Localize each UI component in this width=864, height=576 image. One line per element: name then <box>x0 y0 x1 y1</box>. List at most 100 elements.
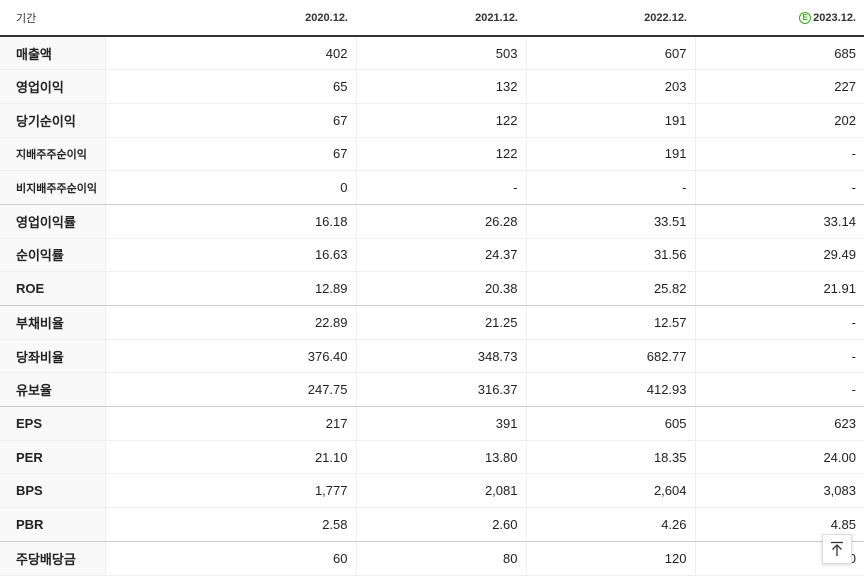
table-cell: - <box>525 170 695 205</box>
table-row: 당좌비율 376.40 348.73 682.77- <box>0 339 864 374</box>
table-header-row: 기간 2020.12. 2021.12. 2022.12. E 2023.12. <box>0 0 864 37</box>
table-cell: 21.91 <box>694 271 864 306</box>
table-cell: 80 <box>355 541 526 576</box>
period-header: 2021.12. <box>356 0 526 37</box>
table-row: 비지배주주순이익 0- - - <box>0 170 864 205</box>
period-header: 2022.12. <box>526 0 695 37</box>
table-row: PBR 2.58 2.60 4.26 4.85 <box>0 507 864 542</box>
row-label: BPS <box>0 473 105 509</box>
table-cell: 217 <box>104 406 356 441</box>
table-cell: 18.35 <box>525 440 695 475</box>
table-cell: 12.57 <box>525 305 695 340</box>
row-label: 주당배당금 <box>0 541 105 576</box>
row-label: 유보율 <box>0 372 105 408</box>
row-label: 순이익률 <box>0 238 105 273</box>
table-cell: 191 <box>525 137 695 172</box>
table-cell: 2,081 <box>355 473 526 509</box>
table-cell: 227 <box>694 69 864 104</box>
row-label: 부채비율 <box>0 305 105 340</box>
period-header-estimate: E 2023.12. <box>695 0 864 37</box>
table-cell: 247.75 <box>104 372 356 408</box>
period-header: 2020.12. <box>105 0 356 37</box>
table-cell: 203 <box>525 69 695 104</box>
table-cell: 29.49 <box>694 238 864 273</box>
table-cell: 132 <box>355 69 526 104</box>
row-label: 매출액 <box>0 36 105 71</box>
period-header-text: 2023.12. <box>813 11 856 24</box>
table-cell: - <box>694 137 864 172</box>
table-row: 부채비율 22.89 21.25 12.57- <box>0 305 864 340</box>
table-row: EPS 217 391 605 623 <box>0 406 864 441</box>
table-cell: 20.38 <box>355 271 526 306</box>
scroll-to-top-button[interactable] <box>822 534 852 564</box>
table-cell: 391 <box>355 406 526 441</box>
table-cell: 60 <box>104 541 356 576</box>
table-cell: 316.37 <box>355 372 526 408</box>
row-label: PER <box>0 440 105 475</box>
table-cell: 67 <box>104 137 356 172</box>
table-cell: 2.58 <box>104 507 356 542</box>
table-cell: 402 <box>104 36 356 71</box>
table-row: ROE 12.89 20.38 25.82 21.91 <box>0 271 864 306</box>
table-cell: 412.93 <box>525 372 695 408</box>
table-cell: 1,777 <box>104 473 356 509</box>
table-cell: 67 <box>104 103 356 138</box>
table-row: 당기순이익 67 122 191 202 <box>0 103 864 138</box>
table-cell: - <box>694 305 864 340</box>
table-cell: 122 <box>355 137 526 172</box>
table-cell: 12.89 <box>104 271 356 306</box>
table-cell: 682.77 <box>525 339 695 374</box>
table-cell: 202 <box>694 103 864 138</box>
table-cell: - <box>694 339 864 374</box>
row-label: ROE <box>0 271 105 306</box>
table-cell: 376.40 <box>104 339 356 374</box>
table-cell: 605 <box>525 406 695 441</box>
arrow-up-icon <box>831 541 843 556</box>
row-label: 당기순이익 <box>0 103 105 138</box>
row-label: 영업이익률 <box>0 204 105 239</box>
table-row: BPS 1,777 2,081 2,604 3,083 <box>0 473 864 509</box>
table-cell: 24.37 <box>355 238 526 273</box>
table-row: 주당배당금 60 80 120 0 <box>0 541 864 576</box>
table-cell: 16.18 <box>104 204 356 239</box>
table-cell: 120 <box>525 541 695 576</box>
row-label: 당좌비율 <box>0 339 105 374</box>
table-cell: 4.26 <box>525 507 695 542</box>
row-label: PBR <box>0 507 105 542</box>
table-cell: 25.82 <box>525 271 695 306</box>
table-cell: 33.14 <box>694 204 864 239</box>
table-cell: 2.60 <box>355 507 526 542</box>
table-cell: 13.80 <box>355 440 526 475</box>
table-cell: 31.56 <box>525 238 695 273</box>
table-cell: 16.63 <box>104 238 356 273</box>
table-cell: 2,604 <box>525 473 695 509</box>
table-cell: 0 <box>104 170 356 205</box>
table-row: 매출액 402 503 607 685 <box>0 36 864 71</box>
table-cell: 685 <box>694 36 864 71</box>
table-row: 영업이익률 16.18 26.28 33.51 33.14 <box>0 204 864 239</box>
estimate-icon: E <box>799 11 812 24</box>
row-label: EPS <box>0 406 105 441</box>
table-row: 지배주주순이익 67 122 191- <box>0 137 864 172</box>
table-cell: - <box>694 372 864 408</box>
table-cell: 21.10 <box>104 440 356 475</box>
table-cell: 503 <box>355 36 526 71</box>
period-header-label: 기간 <box>0 0 105 37</box>
table-row: PER 21.10 13.80 18.35 24.00 <box>0 440 864 475</box>
table-cell: 65 <box>104 69 356 104</box>
table-cell: 22.89 <box>104 305 356 340</box>
table-row: 영업이익 65 132 203 227 <box>0 69 864 104</box>
table-cell: 607 <box>525 36 695 71</box>
table-cell: 3,083 <box>694 473 864 509</box>
table-cell: - <box>355 170 526 205</box>
table-cell: 122 <box>355 103 526 138</box>
table-cell: 33.51 <box>525 204 695 239</box>
table-row: 순이익률 16.63 24.37 31.56 29.49 <box>0 238 864 273</box>
table-cell: - <box>694 170 864 205</box>
table-cell: 24.00 <box>694 440 864 475</box>
table-cell: 21.25 <box>355 305 526 340</box>
row-label: 영업이익 <box>0 69 105 104</box>
table-cell: 623 <box>694 406 864 441</box>
table-cell: 348.73 <box>355 339 526 374</box>
row-label: 비지배주주순이익 <box>0 170 105 205</box>
